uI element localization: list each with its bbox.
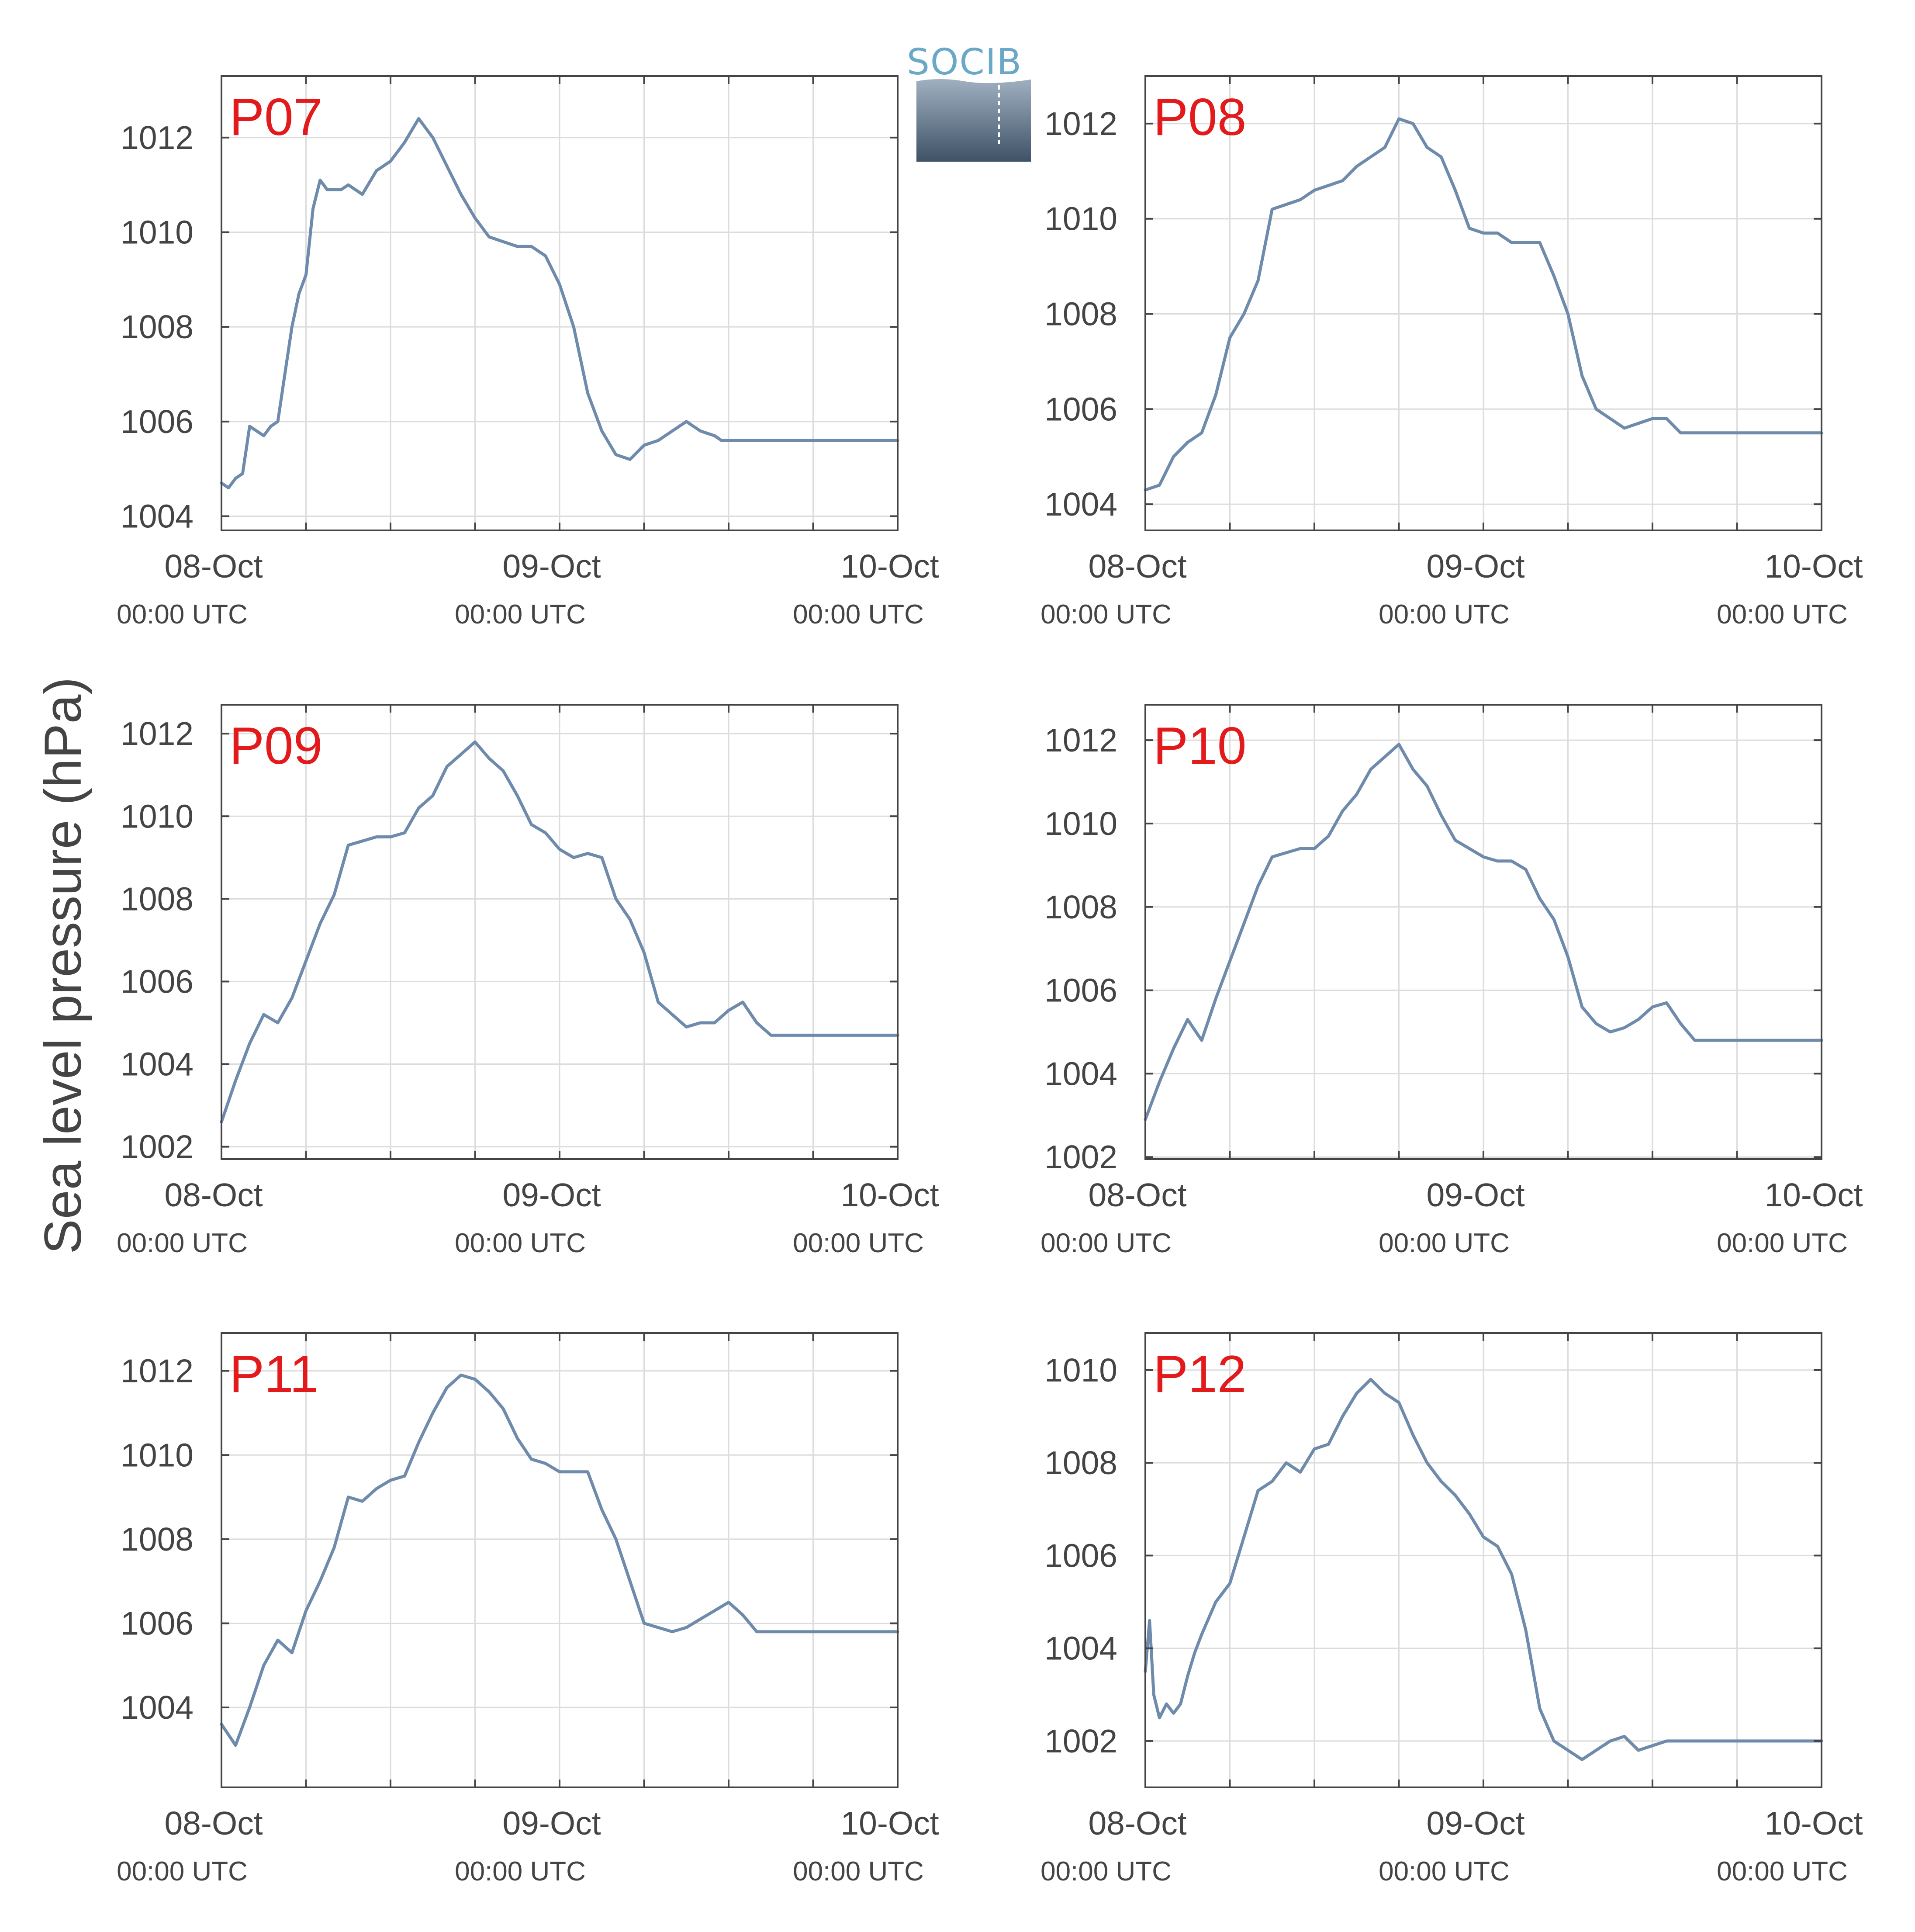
y-tick-label: 1010 bbox=[1044, 201, 1117, 237]
x-tick-time-label: 00:00 UTC bbox=[1040, 1228, 1172, 1258]
pressure-series-line bbox=[220, 740, 899, 1124]
x-tick-date-label: 08-Oct bbox=[164, 1177, 263, 1213]
x-tick-date-label: 09-Oct bbox=[1426, 1805, 1524, 1842]
x-tick-time-label: 00:00 UTC bbox=[1379, 1856, 1510, 1887]
y-tick-label: 1008 bbox=[1044, 1444, 1117, 1481]
y-tick-label: 1006 bbox=[1044, 1537, 1117, 1574]
pressure-series-line bbox=[220, 1373, 899, 1747]
x-tick-time-label: 00:00 UTC bbox=[1379, 599, 1510, 630]
y-tick-label: 1008 bbox=[1044, 889, 1117, 925]
y-tick-label: 1004 bbox=[121, 498, 194, 535]
x-tick-date-label: 09-Oct bbox=[1426, 548, 1524, 585]
x-tick-time-label: 00:00 UTC bbox=[1717, 1228, 1848, 1258]
y-tick-label: 1006 bbox=[1044, 972, 1117, 1009]
x-tick-time-label: 00:00 UTC bbox=[1040, 1856, 1172, 1887]
y-tick-label: 1008 bbox=[121, 308, 194, 345]
y-tick-label: 1012 bbox=[121, 119, 194, 156]
x-tick-time-label: 00:00 UTC bbox=[1379, 1228, 1510, 1258]
x-tick-time-label: 00:00 UTC bbox=[455, 599, 586, 630]
y-tick-label: 1004 bbox=[1044, 1055, 1117, 1092]
x-tick-date-label: 08-Oct bbox=[164, 1805, 263, 1842]
y-tick-label: 1004 bbox=[121, 1046, 194, 1083]
panel-title: P08 bbox=[1153, 88, 1247, 146]
pressure-series-line bbox=[1144, 117, 1823, 492]
panel-title: P10 bbox=[1153, 717, 1247, 775]
y-tick-label: 1006 bbox=[121, 963, 194, 1000]
panel-title: P07 bbox=[229, 88, 323, 146]
x-tick-time-label: 00:00 UTC bbox=[117, 1856, 248, 1887]
panel-title: P12 bbox=[1153, 1345, 1247, 1403]
x-tick-date-label: 09-Oct bbox=[502, 548, 601, 585]
y-tick-label: 1006 bbox=[1044, 391, 1117, 427]
y-tick-label: 1002 bbox=[121, 1129, 194, 1165]
x-tick-time-label: 00:00 UTC bbox=[117, 599, 248, 630]
pressure-series-line bbox=[1144, 1378, 1823, 1761]
panel-title: P09 bbox=[229, 717, 323, 775]
y-tick-label: 1002 bbox=[1044, 1723, 1117, 1759]
panel-title: P11 bbox=[229, 1345, 319, 1403]
pressure-series-line bbox=[220, 117, 899, 489]
panel-p10: 1002 1004 1006 1008 1010 1012 08-Oct 00:00 UTC 0… bbox=[1040, 704, 1863, 1258]
y-tick-label: 1010 bbox=[121, 214, 194, 251]
logo-wave-shape bbox=[916, 79, 1031, 162]
y-tick-label: 1006 bbox=[121, 403, 194, 440]
x-tick-date-label: 08-Oct bbox=[1088, 1805, 1186, 1842]
y-tick-label: 1008 bbox=[1044, 296, 1117, 332]
x-tick-date-label: 10-Oct bbox=[840, 1805, 939, 1842]
x-tick-time-label: 00:00 UTC bbox=[793, 1856, 924, 1887]
y-tick-label: 1004 bbox=[121, 1689, 194, 1726]
x-tick-date-label: 10-Oct bbox=[1764, 548, 1863, 585]
y-tick-label: 1002 bbox=[1044, 1139, 1117, 1175]
panel-p12: 1002 1004 1006 1008 1010 08-Oct 00:00 UTC 09-Oc… bbox=[1040, 1332, 1863, 1887]
y-tick-label: 1004 bbox=[1044, 486, 1117, 523]
pressure-series-line bbox=[1144, 743, 1823, 1121]
y-tick-label: 1012 bbox=[1044, 105, 1117, 142]
x-tick-date-label: 08-Oct bbox=[164, 548, 263, 585]
y-tick-label: 1006 bbox=[121, 1605, 194, 1641]
x-tick-date-label: 09-Oct bbox=[502, 1805, 601, 1842]
y-tick-label: 1010 bbox=[121, 1437, 194, 1473]
panel-p11: 1004 1006 1008 1010 1012 08-Oct 00:00 UTC 09-Oc… bbox=[117, 1332, 939, 1887]
x-tick-time-label: 00:00 UTC bbox=[455, 1856, 586, 1887]
x-tick-date-label: 10-Oct bbox=[1764, 1177, 1863, 1213]
x-tick-time-label: 00:00 UTC bbox=[1717, 1856, 1848, 1887]
panel-p09: 1002 1004 1006 1008 1010 1012 08-Oct 00:00 UTC 0… bbox=[117, 704, 939, 1258]
panel-p08: 1004 1006 1008 1010 1012 08-Oct 00:00 UTC 09-Oc… bbox=[1040, 75, 1863, 630]
panel-p07: 1004 1006 1008 1010 1012 08-Oct 00:00 UTC 09-Oc… bbox=[117, 75, 939, 630]
socib-logo: SOCIB bbox=[907, 42, 1031, 162]
x-tick-date-label: 09-Oct bbox=[1426, 1177, 1524, 1213]
x-tick-date-label: 09-Oct bbox=[502, 1177, 601, 1213]
y-tick-label: 1010 bbox=[1044, 805, 1117, 842]
y-tick-label: 1004 bbox=[1044, 1630, 1117, 1667]
x-tick-date-label: 10-Oct bbox=[840, 548, 939, 585]
x-tick-date-label: 08-Oct bbox=[1088, 1177, 1186, 1213]
y-tick-label: 1008 bbox=[121, 1521, 194, 1558]
y-tick-label: 1008 bbox=[121, 880, 194, 917]
y-tick-label: 1012 bbox=[121, 1353, 194, 1389]
logo-text: SOCIB bbox=[907, 42, 1022, 83]
y-tick-label: 1010 bbox=[121, 798, 194, 834]
x-tick-date-label: 10-Oct bbox=[840, 1177, 939, 1213]
y-axis-label: Sea level pressure (hPa) bbox=[34, 677, 92, 1254]
x-tick-time-label: 00:00 UTC bbox=[793, 1228, 924, 1258]
x-tick-time-label: 00:00 UTC bbox=[1040, 599, 1172, 630]
x-tick-time-label: 00:00 UTC bbox=[793, 599, 924, 630]
x-tick-time-label: 00:00 UTC bbox=[1717, 599, 1848, 630]
y-tick-label: 1012 bbox=[121, 715, 194, 752]
x-tick-time-label: 00:00 UTC bbox=[455, 1228, 586, 1258]
x-tick-date-label: 08-Oct bbox=[1088, 548, 1186, 585]
x-tick-time-label: 00:00 UTC bbox=[117, 1228, 248, 1258]
y-tick-label: 1010 bbox=[1044, 1352, 1117, 1388]
y-tick-label: 1012 bbox=[1044, 722, 1117, 758]
x-tick-date-label: 10-Oct bbox=[1764, 1805, 1863, 1842]
